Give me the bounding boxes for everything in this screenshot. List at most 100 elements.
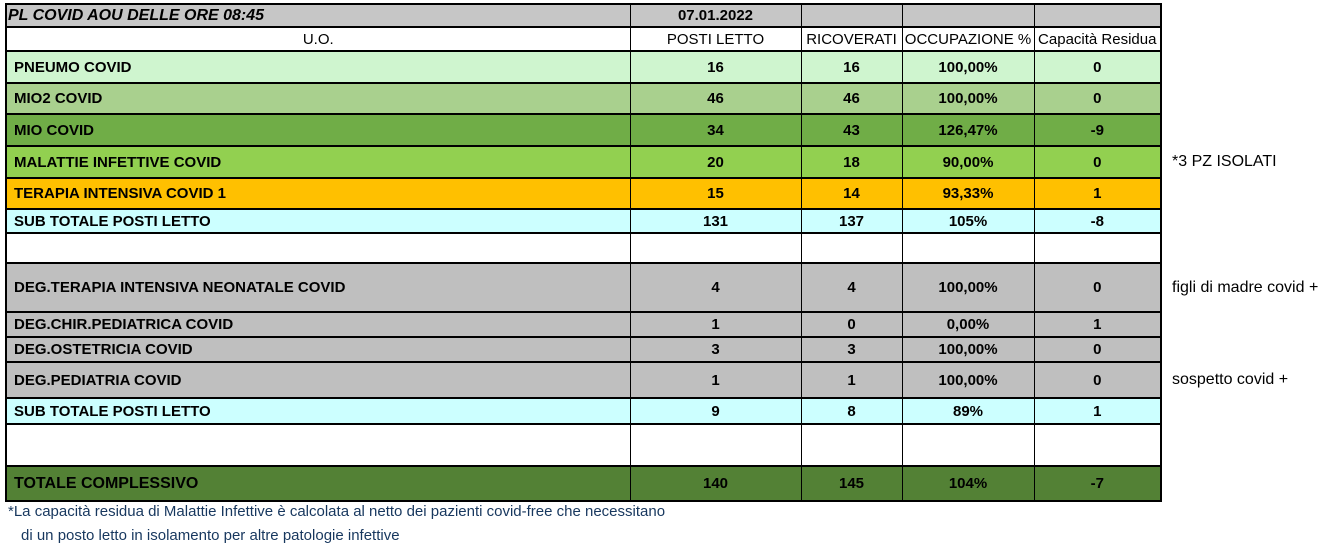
report-date: 07.01.2022 bbox=[629, 3, 802, 28]
posti-letto-value: 15 bbox=[629, 177, 802, 210]
occupazione-value: 100,00% bbox=[901, 262, 1035, 313]
occupazione-value: 104% bbox=[901, 465, 1035, 502]
posti-letto-value: 16 bbox=[629, 50, 802, 84]
occupazione-value: 0,00% bbox=[901, 311, 1035, 338]
col-header-capacita-residua: Capacità Residua bbox=[1033, 26, 1162, 52]
ricoverati-value: 18 bbox=[800, 145, 903, 179]
spacer-row bbox=[5, 232, 1162, 264]
posti-letto-value: 34 bbox=[629, 113, 802, 147]
unit-label: MIO COVID bbox=[5, 113, 631, 147]
footnote-line-1: *La capacità residua di Malattie Infetti… bbox=[8, 503, 666, 520]
unit-label: MALATTIE INFETTIVE COVID bbox=[5, 145, 631, 179]
bed-occupancy-table: PL COVID AOU DELLE ORE 08:45 07.01.2022 … bbox=[5, 3, 1162, 502]
occupazione-value: 100,00% bbox=[901, 82, 1035, 115]
column-header-row: U.O. POSTI LETTO RICOVERATI OCCUPAZIONE … bbox=[5, 26, 1162, 52]
row-pneumo-covid: PNEUMO COVID 16 16 100,00% 0 bbox=[5, 50, 1162, 84]
capacita-residua-value: 0 bbox=[1033, 82, 1162, 115]
empty-cell bbox=[1033, 232, 1162, 264]
ricoverati-value: 145 bbox=[800, 465, 903, 502]
occupazione-value: 126,47% bbox=[901, 113, 1035, 147]
posti-letto-value: 9 bbox=[629, 397, 802, 425]
empty-cell bbox=[1033, 423, 1162, 467]
empty-cell bbox=[901, 232, 1035, 264]
occupazione-value: 100,00% bbox=[901, 50, 1035, 84]
capacita-residua-value: 1 bbox=[1033, 311, 1162, 338]
ricoverati-value: 16 bbox=[800, 50, 903, 84]
ricoverati-value: 1 bbox=[800, 361, 903, 399]
unit-label: PNEUMO COVID bbox=[5, 50, 631, 84]
ricoverati-value: 4 bbox=[800, 262, 903, 313]
posti-letto-value: 1 bbox=[629, 361, 802, 399]
row-mio2-covid: MIO2 COVID 46 46 100,00% 0 bbox=[5, 82, 1162, 115]
empty-cell bbox=[5, 232, 631, 264]
empty-cell bbox=[629, 232, 802, 264]
capacita-residua-value: -7 bbox=[1033, 465, 1162, 502]
footnote-line-2: di un posto letto in isolamento per altr… bbox=[21, 527, 400, 544]
empty-cell bbox=[5, 423, 631, 467]
unit-label: DEG.CHIR.PEDIATRICA COVID bbox=[5, 311, 631, 338]
empty-cell bbox=[629, 423, 802, 467]
capacita-residua-value: -9 bbox=[1033, 113, 1162, 147]
occupazione-value: 100,00% bbox=[901, 361, 1035, 399]
capacita-residua-value: 0 bbox=[1033, 50, 1162, 84]
side-note-covid-positive-mothers: figli di madre covid + bbox=[1172, 279, 1318, 296]
side-note-isolated-patients: *3 PZ ISOLATI bbox=[1172, 153, 1277, 170]
unit-label: DEG.OSTETRICIA COVID bbox=[5, 336, 631, 363]
ricoverati-value: 46 bbox=[800, 82, 903, 115]
ricoverati-value: 137 bbox=[800, 208, 903, 234]
posti-letto-value: 131 bbox=[629, 208, 802, 234]
posti-letto-value: 1 bbox=[629, 311, 802, 338]
posti-letto-value: 140 bbox=[629, 465, 802, 502]
empty-header-cell bbox=[1033, 3, 1162, 28]
title-row: PL COVID AOU DELLE ORE 08:45 07.01.2022 bbox=[5, 3, 1162, 28]
empty-header-cell bbox=[901, 3, 1035, 28]
capacita-residua-value: -8 bbox=[1033, 208, 1162, 234]
ricoverati-value: 0 bbox=[800, 311, 903, 338]
capacita-residua-value: 0 bbox=[1033, 145, 1162, 179]
row-mio-covid: MIO COVID 34 43 126,47% -9 bbox=[5, 113, 1162, 147]
subtotal-label: SUB TOTALE POSTI LETTO bbox=[5, 397, 631, 425]
occupazione-value: 93,33% bbox=[901, 177, 1035, 210]
unit-label: DEG.TERAPIA INTENSIVA NEONATALE COVID bbox=[5, 262, 631, 313]
ricoverati-value: 43 bbox=[800, 113, 903, 147]
row-deg-pediatria-covid: DEG.PEDIATRIA COVID 1 1 100,00% 0 bbox=[5, 361, 1162, 399]
row-deg-terapia-intensiva-neonatale-covid: DEG.TERAPIA INTENSIVA NEONATALE COVID 4 … bbox=[5, 262, 1162, 313]
covid-bed-occupancy-report: PL COVID AOU DELLE ORE 08:45 07.01.2022 … bbox=[5, 3, 1162, 502]
ricoverati-value: 3 bbox=[800, 336, 903, 363]
empty-cell bbox=[901, 423, 1035, 467]
row-sub-totale-1: SUB TOTALE POSTI LETTO 131 137 105% -8 bbox=[5, 208, 1162, 234]
posti-letto-value: 4 bbox=[629, 262, 802, 313]
col-header-posti-letto: POSTI LETTO bbox=[629, 26, 802, 52]
posti-letto-value: 46 bbox=[629, 82, 802, 115]
ricoverati-value: 8 bbox=[800, 397, 903, 425]
unit-label: MIO2 COVID bbox=[5, 82, 631, 115]
occupazione-value: 89% bbox=[901, 397, 1035, 425]
empty-header-cell bbox=[800, 3, 903, 28]
capacita-residua-value: 1 bbox=[1033, 397, 1162, 425]
capacita-residua-value: 0 bbox=[1033, 361, 1162, 399]
empty-cell bbox=[800, 423, 903, 467]
unit-label: DEG.PEDIATRIA COVID bbox=[5, 361, 631, 399]
occupazione-value: 105% bbox=[901, 208, 1035, 234]
empty-cell bbox=[800, 232, 903, 264]
unit-label: TERAPIA INTENSIVA COVID 1 bbox=[5, 177, 631, 210]
capacita-residua-value: 0 bbox=[1033, 262, 1162, 313]
col-header-uo: U.O. bbox=[5, 26, 631, 52]
col-header-occupazione: OCCUPAZIONE % bbox=[901, 26, 1035, 52]
total-label: TOTALE COMPLESSIVO bbox=[5, 465, 631, 502]
posti-letto-value: 3 bbox=[629, 336, 802, 363]
col-header-ricoverati: RICOVERATI bbox=[800, 26, 903, 52]
row-sub-totale-2: SUB TOTALE POSTI LETTO 9 8 89% 1 bbox=[5, 397, 1162, 425]
subtotal-label: SUB TOTALE POSTI LETTO bbox=[5, 208, 631, 234]
row-deg-ostetricia-covid: DEG.OSTETRICIA COVID 3 3 100,00% 0 bbox=[5, 336, 1162, 363]
row-deg-chir-pediatrica-covid: DEG.CHIR.PEDIATRICA COVID 1 0 0,00% 1 bbox=[5, 311, 1162, 338]
report-title: PL COVID AOU DELLE ORE 08:45 bbox=[5, 3, 631, 28]
posti-letto-value: 20 bbox=[629, 145, 802, 179]
row-terapia-intensiva-covid-1: TERAPIA INTENSIVA COVID 1 15 14 93,33% 1 bbox=[5, 177, 1162, 210]
row-totale-complessivo: TOTALE COMPLESSIVO 140 145 104% -7 bbox=[5, 465, 1162, 502]
row-malattie-infettive-covid: MALATTIE INFETTIVE COVID 20 18 90,00% 0 bbox=[5, 145, 1162, 179]
capacita-residua-value: 1 bbox=[1033, 177, 1162, 210]
ricoverati-value: 14 bbox=[800, 177, 903, 210]
spacer-row bbox=[5, 423, 1162, 467]
capacita-residua-value: 0 bbox=[1033, 336, 1162, 363]
